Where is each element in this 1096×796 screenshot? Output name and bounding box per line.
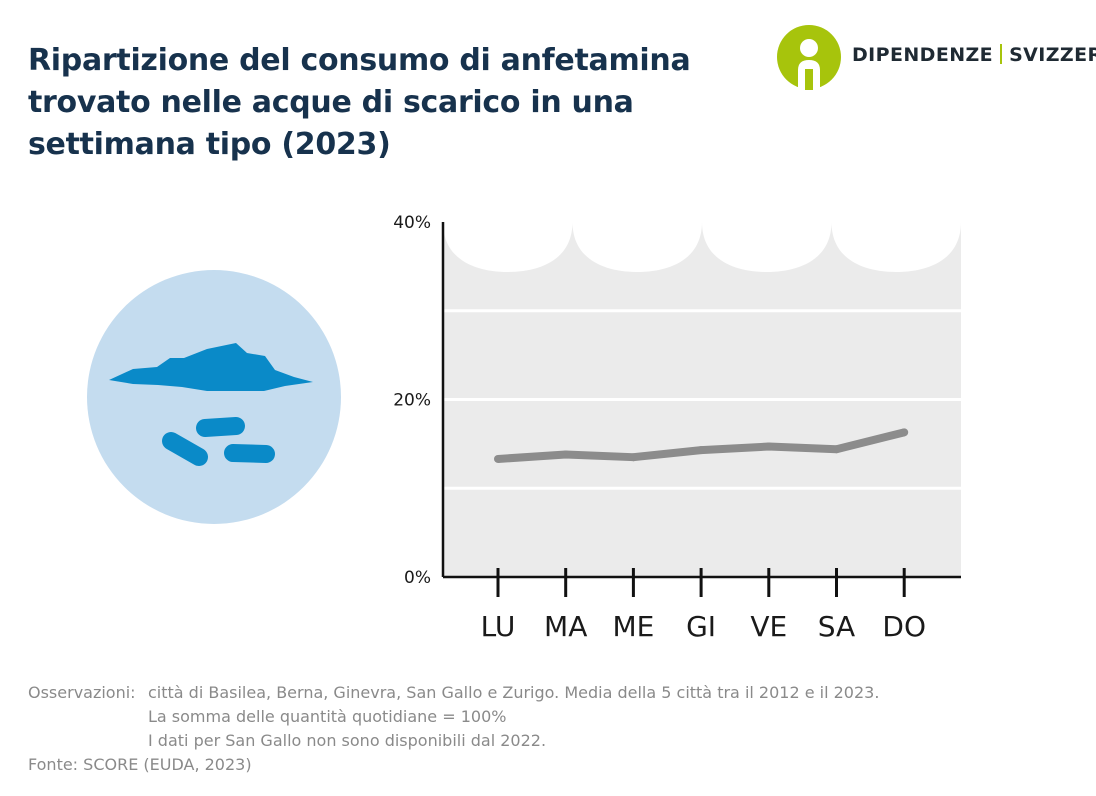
data-point xyxy=(561,450,570,459)
logo: DIPENDENZE SVIZZERA xyxy=(776,24,1096,90)
y-tick-label: 40% xyxy=(393,213,431,233)
logo-head xyxy=(800,39,818,57)
logo-right-text: SVIZZERA xyxy=(1009,44,1096,66)
x-tick-label: GI xyxy=(686,610,716,643)
x-tick-label: SA xyxy=(818,610,855,643)
observation-line: città di Basilea, Berna, Ginevra, San Ga… xyxy=(148,683,880,702)
logo-body-gap xyxy=(805,69,813,90)
data-point xyxy=(629,453,638,462)
notes: Osservazioni: città di Basilea, Berna, G… xyxy=(28,681,879,777)
title-line: trovato nelle acque di scarico in una xyxy=(28,85,634,120)
x-tick-marks xyxy=(496,568,906,597)
grid-lines xyxy=(443,309,961,490)
water-circle xyxy=(87,270,341,524)
pill xyxy=(196,417,245,437)
data-point xyxy=(494,454,502,463)
x-tick-label: DO xyxy=(882,610,926,643)
data-point xyxy=(900,428,909,437)
observation-line: La somma delle quantità quotidiane = 100… xyxy=(148,707,507,726)
observation-line: I dati per San Gallo non sono disponibil… xyxy=(148,731,547,750)
y-tick-labels: 0% 20% 40% xyxy=(393,213,431,588)
observations: Osservazioni: città di Basilea, Berna, G… xyxy=(28,681,879,753)
title-line: settimana tipo (2023) xyxy=(28,127,391,162)
chart-title: Ripartizione del consumo di anfetamina t… xyxy=(28,40,748,166)
series-layer xyxy=(494,428,909,463)
observations-label: Osservazioni: xyxy=(28,683,136,702)
logo-left-text: DIPENDENZE xyxy=(852,44,994,66)
title-line: Ripartizione del consumo di anfetamina xyxy=(28,43,691,78)
x-tick-labels: LU MA ME GI VE SA DO xyxy=(481,610,926,643)
data-point xyxy=(764,442,773,451)
logo-wordmark: DIPENDENZE SVIZZERA xyxy=(852,44,1096,66)
residue-shape xyxy=(109,343,313,391)
pill xyxy=(162,432,208,466)
data-point xyxy=(697,446,706,455)
y-tick-label: 20% xyxy=(393,391,431,411)
x-tick-label: MA xyxy=(544,610,587,643)
x-tick-label: LU xyxy=(481,610,516,643)
x-tick-label: ME xyxy=(612,610,654,643)
line-chart: 0% 20% 40% LU MA ME GI VE SA DO xyxy=(393,213,961,643)
source: Fonte: SCORE (EUDA, 2023) xyxy=(28,755,252,774)
data-point xyxy=(832,445,841,454)
logo-separator xyxy=(1000,44,1003,64)
water-pills-icon xyxy=(87,270,341,524)
observations-lines: città di Basilea, Berna, Ginevra, San Ga… xyxy=(148,681,879,753)
pill xyxy=(224,444,275,463)
x-tick-label: VE xyxy=(750,610,787,643)
y-tick-label: 0% xyxy=(404,568,431,588)
person-circle-icon xyxy=(777,25,841,90)
